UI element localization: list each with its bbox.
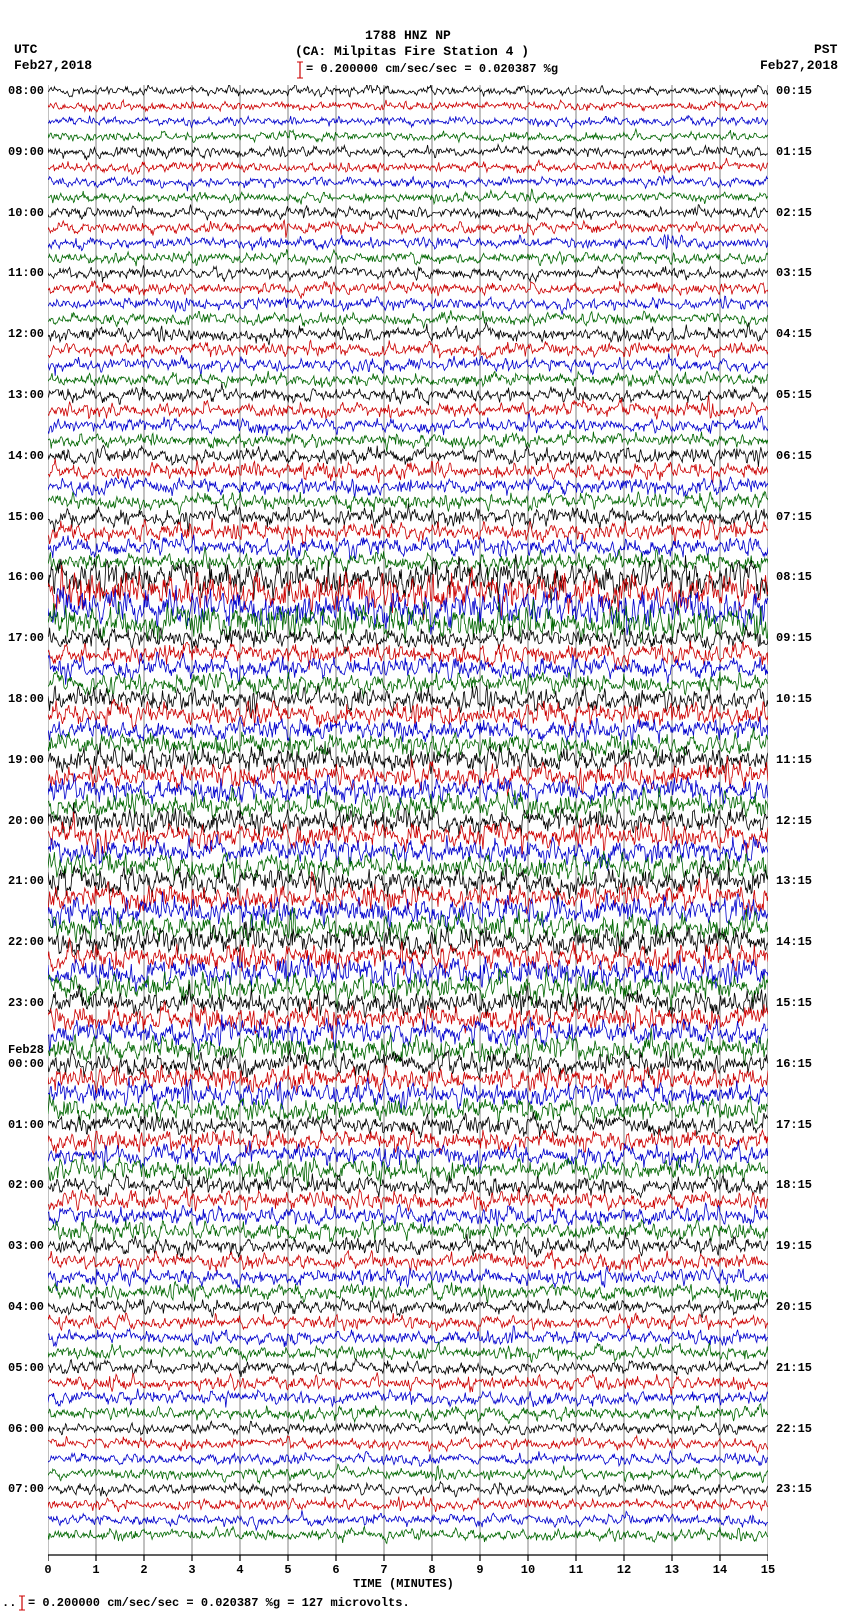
- utc-hour-label: 00:00: [8, 1057, 44, 1071]
- utc-hour-label: 22:00: [8, 935, 44, 949]
- utc-hour-label: 02:00: [8, 1178, 44, 1192]
- utc-hour-label: 21:00: [8, 874, 44, 888]
- x-tick-label: 14: [712, 1563, 728, 1577]
- x-tick-label: 12: [616, 1563, 632, 1577]
- utc-hour-label: 08:00: [8, 84, 44, 98]
- pst-hour-label: 12:15: [776, 814, 812, 828]
- utc-hour-label: 10:00: [8, 206, 44, 220]
- pst-hour-label: 06:15: [776, 449, 812, 463]
- pst-hour-label: 04:15: [776, 327, 812, 341]
- utc-hour-label: 14:00: [8, 449, 44, 463]
- scale-text: = 0.200000 cm/sec/sec = 0.020387 %g: [306, 62, 558, 76]
- footer-text: = 0.200000 cm/sec/sec = 0.020387 %g = 12…: [28, 1596, 410, 1610]
- station-id: 1788 HNZ NP: [365, 28, 451, 43]
- x-tick-label: 11: [568, 1563, 584, 1577]
- pst-hour-label: 05:15: [776, 388, 812, 402]
- utc-hour-label: 01:00: [8, 1118, 44, 1132]
- utc-hour-label: 19:00: [8, 753, 44, 767]
- pst-hour-label: 19:15: [776, 1239, 812, 1253]
- x-tick-label: 8: [424, 1563, 440, 1577]
- pst-hour-label: 02:15: [776, 206, 812, 220]
- pst-hour-label: 09:15: [776, 631, 812, 645]
- utc-hour-label: 18:00: [8, 692, 44, 706]
- utc-hour-label: 06:00: [8, 1422, 44, 1436]
- utc-hour-label: 16:00: [8, 570, 44, 584]
- helicorder-plot: [48, 85, 768, 1585]
- pst-label: PST: [814, 42, 837, 57]
- pst-hour-label: 07:15: [776, 510, 812, 524]
- utc-hour-label: 15:00: [8, 510, 44, 524]
- station-location: (CA: Milpitas Fire Station 4 ): [295, 44, 529, 59]
- pst-hour-label: 22:15: [776, 1422, 812, 1436]
- x-tick-label: 6: [328, 1563, 344, 1577]
- pst-hour-label: 16:15: [776, 1057, 812, 1071]
- utc-hour-label: 20:00: [8, 814, 44, 828]
- utc-hour-label: 12:00: [8, 327, 44, 341]
- pst-hour-label: 03:15: [776, 266, 812, 280]
- utc-date: Feb27,2018: [14, 58, 92, 73]
- x-tick-label: 5: [280, 1563, 296, 1577]
- x-axis-label: TIME (MINUTES): [353, 1577, 454, 1591]
- utc-hour-label: 11:00: [8, 266, 44, 280]
- x-tick-label: 13: [664, 1563, 680, 1577]
- x-tick-label: 1: [88, 1563, 104, 1577]
- x-tick-label: 4: [232, 1563, 248, 1577]
- utc-hour-label: 13:00: [8, 388, 44, 402]
- pst-hour-label: 18:15: [776, 1178, 812, 1192]
- x-tick-label: 0: [40, 1563, 56, 1577]
- footer-prefix: ..: [2, 1596, 16, 1610]
- pst-hour-label: 11:15: [776, 753, 812, 767]
- pst-hour-label: 13:15: [776, 874, 812, 888]
- utc-hour-label: 04:00: [8, 1300, 44, 1314]
- utc-hour-label: 07:00: [8, 1482, 44, 1496]
- x-tick-label: 15: [760, 1563, 776, 1577]
- utc-midnight-date: Feb28: [8, 1043, 44, 1057]
- pst-hour-label: 10:15: [776, 692, 812, 706]
- x-tick-label: 3: [184, 1563, 200, 1577]
- utc-hour-label: 05:00: [8, 1361, 44, 1375]
- pst-hour-label: 21:15: [776, 1361, 812, 1375]
- pst-hour-label: 23:15: [776, 1482, 812, 1496]
- utc-hour-label: 09:00: [8, 145, 44, 159]
- pst-hour-label: 17:15: [776, 1118, 812, 1132]
- scale-bar-icon: [296, 60, 304, 82]
- utc-hour-label: 23:00: [8, 996, 44, 1010]
- pst-hour-label: 00:15: [776, 84, 812, 98]
- x-tick-label: 10: [520, 1563, 536, 1577]
- x-tick-label: 7: [376, 1563, 392, 1577]
- pst-hour-label: 08:15: [776, 570, 812, 584]
- pst-hour-label: 01:15: [776, 145, 812, 159]
- utc-label: UTC: [14, 42, 37, 57]
- pst-hour-label: 20:15: [776, 1300, 812, 1314]
- utc-hour-label: 17:00: [8, 631, 44, 645]
- x-tick-label: 2: [136, 1563, 152, 1577]
- x-tick-label: 9: [472, 1563, 488, 1577]
- pst-hour-label: 14:15: [776, 935, 812, 949]
- pst-date: Feb27,2018: [760, 58, 838, 73]
- footer-scale-bar-icon: [18, 1594, 26, 1614]
- pst-hour-label: 15:15: [776, 996, 812, 1010]
- utc-hour-label: 03:00: [8, 1239, 44, 1253]
